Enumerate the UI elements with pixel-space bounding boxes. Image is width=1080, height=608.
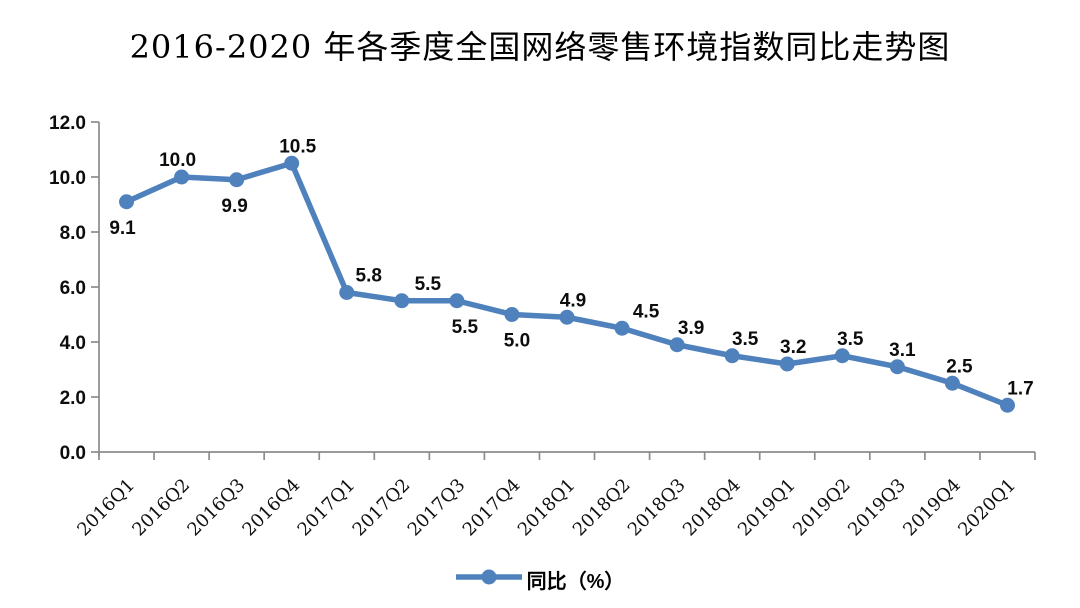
svg-text:3.5: 3.5 <box>732 329 759 350</box>
x-axis: 2016Q12016Q22016Q32016Q42017Q12017Q22017… <box>73 451 1036 541</box>
legend: 同比（%） <box>0 565 1080 594</box>
svg-text:2019Q2: 2019Q2 <box>789 475 855 541</box>
svg-text:2016Q3: 2016Q3 <box>183 475 249 541</box>
svg-text:2018Q2: 2018Q2 <box>569 475 635 541</box>
svg-text:2019Q1: 2019Q1 <box>734 475 800 541</box>
svg-text:6.0: 6.0 <box>60 278 86 299</box>
svg-text:2018Q1: 2018Q1 <box>514 475 580 541</box>
chart-title: 2016-2020 年各季度全国网络零售环境指数同比走势图 <box>129 28 951 66</box>
svg-text:2.0: 2.0 <box>60 388 86 409</box>
data-labels: 9.1 10.0 9.9 10.5 5.8 5.5 5.5 5.0 4.9 4.5 3.9 3.5 3.… <box>109 136 1033 399</box>
svg-text:5.8: 5.8 <box>356 266 382 287</box>
svg-text:2017Q4: 2017Q4 <box>459 475 525 541</box>
svg-text:3.2: 3.2 <box>780 337 806 358</box>
svg-text:3.1: 3.1 <box>889 340 916 361</box>
svg-text:1.7: 1.7 <box>1007 378 1033 399</box>
svg-text:8.0: 8.0 <box>60 223 86 244</box>
legend-label: 同比（%） <box>526 571 625 593</box>
svg-text:9.9: 9.9 <box>221 196 247 217</box>
svg-text:2.5: 2.5 <box>946 356 973 377</box>
svg-text:2018Q4: 2018Q4 <box>679 475 745 541</box>
svg-text:10.5: 10.5 <box>279 136 316 157</box>
svg-text:2017Q1: 2017Q1 <box>294 475 360 541</box>
svg-text:2019Q3: 2019Q3 <box>844 475 910 541</box>
svg-text:0.0: 0.0 <box>60 443 86 464</box>
svg-text:2016Q2: 2016Q2 <box>128 475 194 541</box>
svg-text:2016Q1: 2016Q1 <box>73 475 139 541</box>
svg-text:10.0: 10.0 <box>159 150 196 171</box>
svg-text:2017Q3: 2017Q3 <box>404 475 470 541</box>
svg-text:4.9: 4.9 <box>560 290 586 311</box>
y-axis: 0.0 2.0 4.0 6.0 8.0 10.0 12.0 <box>49 113 100 464</box>
svg-text:3.9: 3.9 <box>678 318 704 339</box>
svg-text:3.5: 3.5 <box>837 329 864 350</box>
svg-text:4.5: 4.5 <box>633 301 660 322</box>
svg-text:12.0: 12.0 <box>49 113 86 134</box>
svg-text:4.0: 4.0 <box>60 333 86 354</box>
svg-text:9.1: 9.1 <box>109 218 136 239</box>
svg-text:2018Q3: 2018Q3 <box>624 475 690 541</box>
svg-text:2019Q4: 2019Q4 <box>899 475 965 541</box>
svg-text:2017Q2: 2017Q2 <box>349 475 415 541</box>
svg-text:2020Q1: 2020Q1 <box>954 475 1020 541</box>
svg-text:5.0: 5.0 <box>504 331 530 352</box>
svg-text:5.5: 5.5 <box>452 317 479 338</box>
svg-text:5.5: 5.5 <box>415 274 442 295</box>
svg-text:10.0: 10.0 <box>49 168 86 189</box>
legend-line-marker-icon <box>453 568 524 591</box>
svg-text:2016Q4: 2016Q4 <box>238 475 304 541</box>
series-line <box>119 155 1015 413</box>
